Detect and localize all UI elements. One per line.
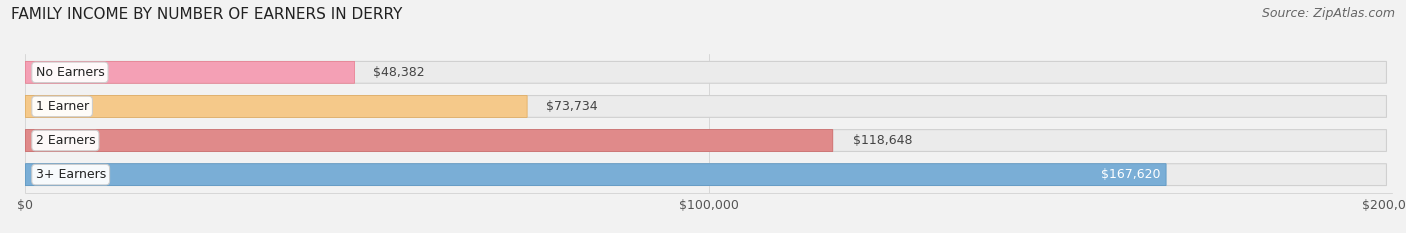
FancyBboxPatch shape [25,96,527,117]
Text: $73,734: $73,734 [546,100,598,113]
Text: Source: ZipAtlas.com: Source: ZipAtlas.com [1261,7,1395,20]
Text: $48,382: $48,382 [373,66,425,79]
Text: 1 Earner: 1 Earner [35,100,89,113]
FancyBboxPatch shape [25,164,1386,185]
FancyBboxPatch shape [25,130,832,151]
Text: 3+ Earners: 3+ Earners [35,168,105,181]
Text: $118,648: $118,648 [853,134,912,147]
Text: No Earners: No Earners [35,66,104,79]
FancyBboxPatch shape [25,62,1386,83]
Text: FAMILY INCOME BY NUMBER OF EARNERS IN DERRY: FAMILY INCOME BY NUMBER OF EARNERS IN DE… [11,7,402,22]
Text: 2 Earners: 2 Earners [35,134,96,147]
FancyBboxPatch shape [25,130,1386,151]
FancyBboxPatch shape [25,62,354,83]
FancyBboxPatch shape [25,164,1166,185]
FancyBboxPatch shape [25,96,1386,117]
Text: $167,620: $167,620 [1101,168,1160,181]
